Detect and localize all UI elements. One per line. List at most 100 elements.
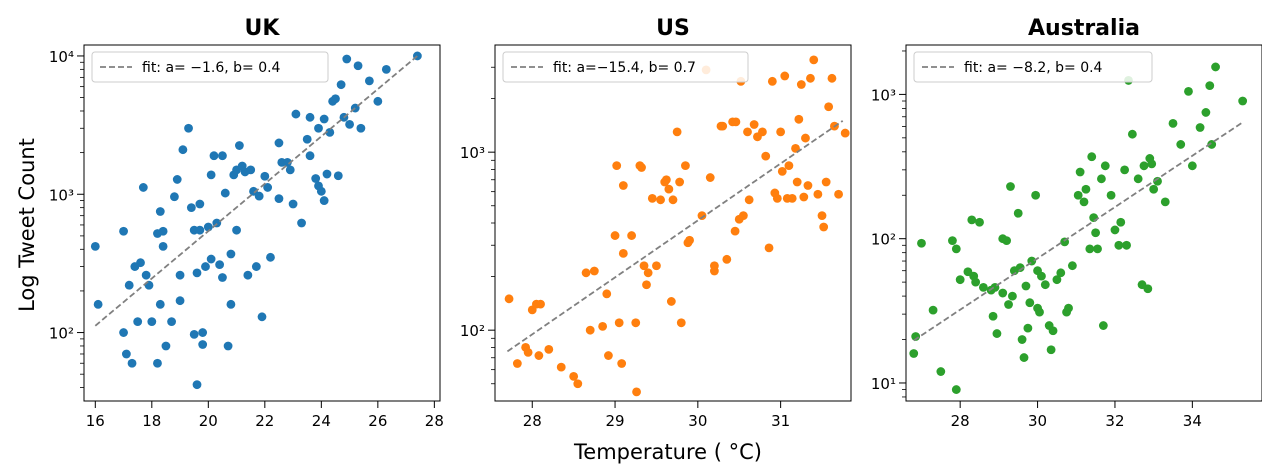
data-point	[928, 305, 938, 315]
data-point	[817, 211, 827, 221]
data-point	[158, 241, 168, 251]
data-point	[333, 171, 343, 181]
data-point	[610, 231, 620, 240]
data-point	[1019, 353, 1029, 362]
data-point	[738, 211, 748, 221]
data-point	[618, 248, 628, 258]
data-point	[266, 252, 275, 262]
data-point	[672, 127, 682, 137]
data-point	[209, 151, 219, 161]
data-point	[336, 80, 346, 90]
data-point	[319, 114, 329, 124]
data-point	[536, 299, 545, 309]
data-point	[806, 73, 815, 83]
data-point	[172, 175, 182, 184]
data-point	[226, 299, 236, 309]
data-point	[1023, 323, 1033, 333]
data-point	[1073, 190, 1083, 200]
data-point	[617, 359, 627, 368]
data-point	[161, 341, 171, 351]
data-point	[661, 175, 671, 185]
data-point	[189, 329, 199, 339]
data-point	[978, 282, 988, 292]
x-tick-label: 20	[199, 412, 218, 430]
data-point	[1008, 291, 1017, 301]
data-point	[1100, 161, 1110, 171]
data-point	[127, 358, 137, 368]
data-point	[198, 328, 208, 337]
data-point	[1187, 161, 1197, 171]
data-point	[234, 141, 244, 150]
data-point	[722, 254, 732, 264]
data-point	[90, 241, 100, 251]
data-point	[218, 151, 227, 161]
data-point	[827, 73, 837, 83]
data-point	[589, 266, 599, 276]
panel-title: Australia	[1028, 16, 1140, 41]
data-point	[1168, 118, 1178, 128]
data-point	[1079, 197, 1089, 207]
data-point	[302, 134, 312, 144]
data-point	[948, 236, 957, 245]
data-point	[998, 288, 1008, 298]
data-point	[668, 195, 678, 205]
data-point	[1195, 123, 1205, 132]
data-point	[834, 189, 843, 199]
y-tick-label: 10²	[871, 231, 896, 249]
data-point	[598, 321, 608, 331]
data-point	[681, 161, 690, 171]
y-tick-label: 10³	[460, 144, 485, 162]
x-tick-label: 16	[86, 412, 105, 430]
data-point	[801, 133, 810, 143]
data-point	[992, 329, 1002, 338]
data-point	[1205, 81, 1215, 91]
legend-box	[502, 51, 749, 83]
panel-us: US 10² 10³ 28 29 30 31 fit: a=−15.4, b= 0.7	[460, 16, 852, 430]
data-point	[319, 196, 329, 205]
data-point	[1106, 190, 1116, 200]
data-point	[155, 207, 165, 216]
data-point	[201, 262, 210, 271]
data-point	[198, 340, 208, 349]
y-tick-label: 10²	[460, 322, 485, 340]
data-point	[218, 273, 227, 282]
data-point	[167, 317, 176, 327]
y-tick-label: 10¹	[871, 375, 896, 393]
data-point	[186, 203, 196, 213]
data-point	[192, 268, 202, 278]
data-point	[325, 128, 335, 137]
data-point	[1056, 268, 1066, 278]
data-point	[353, 61, 363, 71]
data-point	[206, 170, 216, 180]
data-point	[1139, 161, 1149, 171]
y-tick-label: 10³	[49, 186, 74, 204]
data-point	[195, 199, 205, 209]
data-point	[627, 231, 637, 240]
data-point	[133, 317, 143, 327]
data-point	[666, 297, 676, 306]
data-point	[761, 151, 771, 161]
data-point	[642, 280, 651, 290]
panel-uk: UK 10² 10³ 10⁴ 16 18 20 22 24 26 28 fit: a= −1.6, b…	[49, 16, 444, 430]
data-point	[1143, 284, 1153, 294]
data-point	[743, 127, 752, 137]
data-point	[373, 96, 383, 106]
data-point	[581, 268, 591, 278]
x-tick-label: 34	[1183, 412, 1202, 430]
data-point	[758, 127, 767, 137]
x-tick-label: 28	[523, 412, 542, 430]
data-point	[1149, 184, 1159, 194]
data-point	[656, 195, 665, 205]
panel-australia: Australia 10¹ 10² 10³ 28 30 32 34 fit: a= −8.2, …	[871, 16, 1262, 430]
axes-frame	[83, 44, 441, 402]
x-tick-label: 28	[951, 412, 970, 430]
data-point	[144, 280, 154, 290]
data-point	[631, 318, 641, 328]
data-point	[988, 311, 998, 321]
data-point	[345, 119, 354, 129]
data-point	[614, 318, 624, 328]
legend-label: fit: a= −1.6, b= 0.4	[142, 60, 281, 76]
data-point	[381, 64, 391, 74]
data-point	[223, 341, 233, 351]
data-point	[311, 174, 321, 183]
